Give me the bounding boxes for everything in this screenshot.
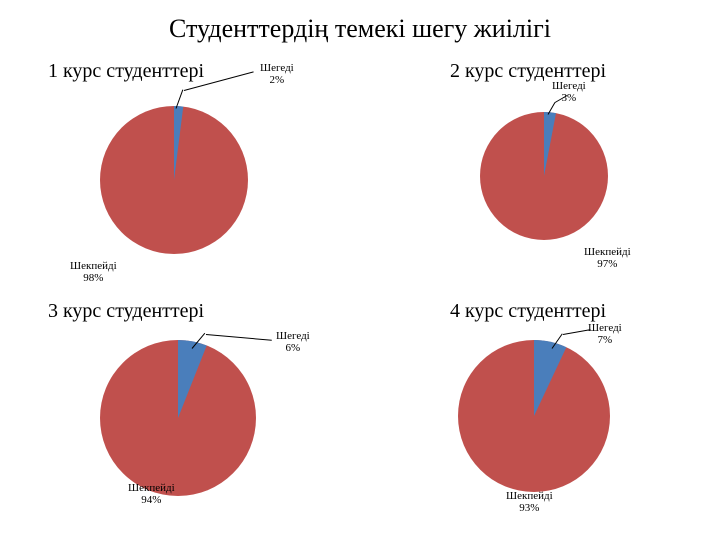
minor-label-pct: 7% xyxy=(598,334,613,346)
major-label-pct: 94% xyxy=(141,494,161,506)
pie-chart-2 xyxy=(480,112,608,240)
major-slice-label-4: Шекпейді 93% xyxy=(506,490,553,514)
major-label-text: Шекпейді xyxy=(506,490,553,502)
major-label-pct: 98% xyxy=(83,272,103,284)
major-label-text: Шекпейді xyxy=(128,482,175,494)
minor-label-pct: 3% xyxy=(562,92,577,104)
minor-label-text: Шегеді xyxy=(552,80,586,92)
pie-chart-4 xyxy=(458,340,610,492)
pie-chart-3 xyxy=(100,340,256,496)
chart-panel-4: 4 курс студенттері Шегеді 7% Шекпейді 93… xyxy=(420,300,720,530)
chart-panel-2: 2 курс студенттері Шегеді 3% Шекпейді 97… xyxy=(420,60,720,290)
chart-title-4: 4 курс студенттері xyxy=(450,300,606,323)
major-slice-label-1: Шекпейді 98% xyxy=(70,260,117,284)
minor-slice-label-2: Шегеді 3% xyxy=(552,80,586,104)
major-label-text: Шекпейді xyxy=(70,260,117,272)
leader-line xyxy=(563,329,591,335)
chart-panel-1: 1 курс студенттері Шегеді 2% Шекпейді 98… xyxy=(48,60,348,290)
major-slice-label-2: Шекпейді 97% xyxy=(584,246,631,270)
minor-label-pct: 6% xyxy=(286,342,301,354)
chart-title-1: 1 курс студенттері xyxy=(48,60,204,83)
minor-slice-label-3: Шегеді 6% xyxy=(276,330,310,354)
minor-label-pct: 2% xyxy=(270,74,285,86)
minor-label-text: Шегеді xyxy=(276,330,310,342)
major-label-pct: 97% xyxy=(597,258,617,270)
chart-panel-3: 3 курс студенттері Шегеді 6% Шекпейді 94… xyxy=(48,300,348,530)
chart-title-3: 3 курс студенттері xyxy=(48,300,204,323)
major-label-pct: 93% xyxy=(519,502,539,514)
page-root: { "title": "Студенттердің темекі шегу жи… xyxy=(0,0,720,540)
minor-label-text: Шегеді xyxy=(588,322,622,334)
minor-label-text: Шегеді xyxy=(260,62,294,74)
major-slice-label-3: Шекпейді 94% xyxy=(128,482,175,506)
minor-slice-label-1: Шегеді 2% xyxy=(260,62,294,86)
major-label-text: Шекпейді xyxy=(584,246,631,258)
pie-chart-1 xyxy=(100,106,248,254)
minor-slice-label-4: Шегеді 7% xyxy=(588,322,622,346)
main-title: Студенттердің темекі шегу жиілігі xyxy=(0,14,720,44)
